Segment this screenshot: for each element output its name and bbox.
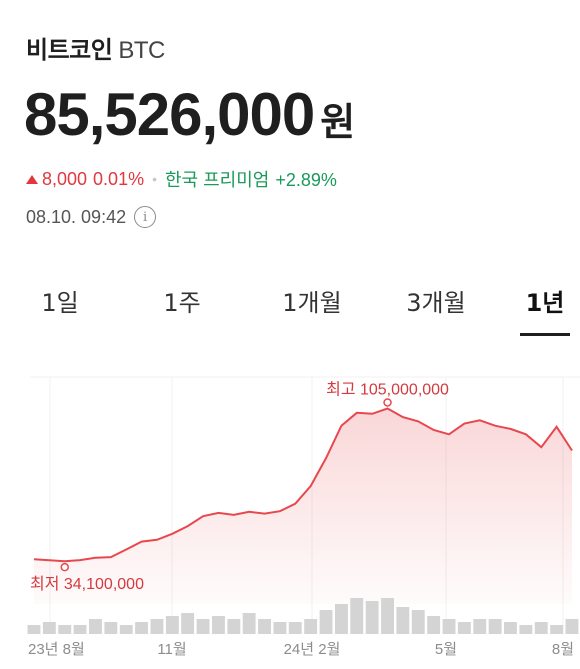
volume-bar	[457, 622, 471, 634]
volume-bar	[150, 619, 164, 634]
price-chart-svg: 최고 105,000,000 최저 34,100,000 23년 8월 11월 24…	[27, 376, 580, 658]
change-percent: 0.01%	[93, 168, 145, 189]
volume-bar	[427, 616, 441, 634]
volume-bar	[288, 622, 302, 634]
x-tick-label: 23년 8월	[28, 641, 85, 658]
tab-1-year[interactable]: 1년	[520, 272, 570, 336]
current-price: 85,526,000	[24, 81, 315, 148]
timestamp-row: 08.10. 09:42 i	[26, 206, 157, 228]
volume-bar	[381, 598, 394, 634]
volume-bar	[258, 619, 271, 634]
coin-ticker: BTC	[118, 37, 165, 64]
price-area	[34, 408, 572, 604]
price-chart[interactable]: 최고 105,000,000 최저 34,100,000 23년 8월 11월 24…	[0, 340, 580, 665]
change-amount: 8,000	[42, 168, 88, 189]
period-tabs: 1일 1주 1개월 3개월 1년	[0, 272, 580, 336]
tab-1-day[interactable]: 1일	[41, 288, 79, 317]
volume-bar	[212, 616, 225, 634]
tab-3-months[interactable]: 3개월	[406, 288, 466, 317]
volume-bar	[396, 607, 410, 634]
coin-title: 비트코인 BTC	[26, 30, 165, 65]
volume-bar	[181, 613, 195, 634]
volume-bar	[42, 622, 56, 634]
volume-bar	[335, 604, 348, 634]
info-icon[interactable]: i	[134, 206, 157, 228]
x-tick-label: 24년 2월	[284, 641, 341, 658]
high-point-marker	[383, 398, 392, 407]
volume-bar	[350, 598, 364, 634]
volume-bar	[89, 619, 102, 634]
x-tick-label: 5월	[435, 641, 457, 658]
volume-bar	[519, 625, 533, 634]
low-price-label: 최저 34,100,000	[30, 575, 144, 593]
timestamp: 08.10. 09:42	[26, 206, 127, 227]
change-row: 8,000 0.01% • 한국 프리미엄 +2.89%	[26, 166, 337, 192]
x-tick-label: 8월	[552, 641, 574, 658]
price-currency: 원	[320, 100, 356, 144]
volume-bar	[504, 622, 517, 634]
korea-premium: 한국 프리미엄 +2.89%	[165, 166, 337, 192]
separator-dot-icon: •	[152, 171, 157, 187]
volume-bar	[488, 619, 502, 634]
volume-bar	[319, 610, 333, 634]
premium-label: 한국 프리미엄	[165, 170, 270, 190]
coin-name: 비트코인	[26, 36, 113, 64]
low-point-marker	[60, 562, 69, 572]
up-triangle-icon	[26, 174, 38, 184]
tab-1-week[interactable]: 1주	[163, 288, 201, 317]
volume-bar	[534, 622, 548, 634]
premium-value: +2.89%	[275, 170, 337, 190]
volume-bar	[227, 619, 241, 634]
price-row: 85,526,000 원	[24, 80, 355, 149]
volume-bar	[165, 616, 179, 634]
volume-bar	[119, 625, 133, 634]
volume-bar	[473, 619, 487, 634]
price-line	[33, 407, 573, 563]
volume-bar	[73, 625, 87, 634]
x-tick-label: 11월	[157, 641, 186, 658]
volume-bar	[242, 613, 256, 634]
high-price-label: 최고 105,000,000	[326, 380, 449, 398]
volume-bar	[550, 625, 564, 634]
tab-1-month[interactable]: 1개월	[282, 288, 342, 317]
volume-bar	[27, 625, 41, 634]
volume-bar	[58, 625, 72, 634]
volume-bar	[273, 622, 287, 634]
volume-bar	[304, 619, 318, 634]
volume-bar	[411, 610, 425, 634]
volume-bar	[135, 622, 148, 634]
volume-bar	[365, 601, 379, 634]
volume-bar	[442, 619, 456, 634]
volume-bar	[565, 619, 579, 634]
volume-bar	[104, 622, 118, 634]
volume-bar	[196, 619, 210, 634]
